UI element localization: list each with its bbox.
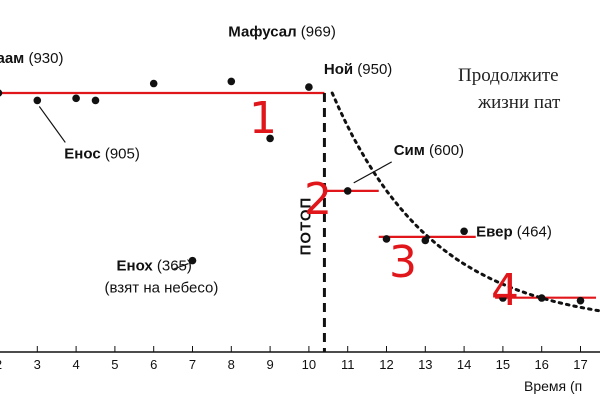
x-tick-label: 16 [534,357,548,372]
chart-title: Продолжите жизни пат [458,65,561,113]
data-point-5 [149,79,158,88]
data-label-7: Сим (600) [394,142,464,159]
data-point-3 [72,94,80,103]
x-tick-label: 3 [34,357,41,372]
data-point-16 [576,296,585,305]
data-point-15 [537,294,546,302]
data-label-3: Мафусал (969) [228,23,336,40]
data-label-name: Мафусал [228,23,296,40]
data-point-10 [343,187,352,195]
data-points [0,77,585,305]
data-labels: аам (930) Енос (905) Мафусал (969) Ной (950… [0,23,552,297]
chart-title-line-2: жизни пат [477,92,561,113]
data-point-1 [0,89,3,97]
chart-title-line-1: Продолжите [458,65,559,86]
x-tick-label: 8 [228,357,235,372]
data-label-name: Евер [476,223,513,240]
x-tick-label: 10 [302,357,316,372]
data-point-2 [33,96,42,105]
data-point-14 [499,294,507,302]
data-point-6 [188,256,197,265]
label-leaders [38,106,392,271]
section-number-1: 1 [249,93,277,144]
x-tick-label: 13 [418,357,432,372]
data-label-value: (905) [101,145,140,162]
data-label-name: Сим [394,142,425,159]
section-number-4: 4 [491,265,519,316]
data-label-value: (464) [513,223,552,240]
data-label-value: (969) [297,23,336,40]
data-label-name: Ной [324,61,353,78]
data-label-2: Енос (905) [64,145,140,162]
section-numbers: 12 3 4 [249,93,519,316]
x-tick-label: 2 [0,357,2,372]
data-label-8: Евер (464) [476,223,552,240]
data-point-9 [305,83,313,91]
data-label-name: Енох [117,258,154,275]
data-label-1: аам (930) [0,50,63,67]
x-tick-label: 5 [111,357,118,372]
x-axis-label: Время (п [524,378,582,394]
data-label-value: (600) [425,142,464,159]
data-label-6: (взят на небесо) [105,280,219,297]
x-tick-label: 15 [496,357,510,372]
data-point-7 [227,77,236,86]
x-tick-label: 4 [72,357,79,372]
flood-label: ПОТОП [297,197,314,256]
x-tick-label: 12 [379,357,393,372]
section-number-3: 3 [389,237,417,288]
x-tick-label: 7 [189,357,196,372]
data-point-13 [460,227,468,236]
data-label-value: (930) [24,50,63,67]
data-point-8 [266,134,274,143]
data-point-11 [382,235,391,243]
data-label-5: Енох (365) [117,258,192,275]
data-point-4 [91,96,100,105]
data-label-4: Ной (950) [324,61,392,78]
leader-line-7 [353,161,392,184]
data-label-value: (взят на небесо) [105,280,219,297]
leader-line-5 [172,263,189,271]
data-label-name: аам [0,50,24,67]
leader-line-2 [38,106,66,143]
data-label-value: (950) [353,61,392,78]
x-tick-label: 6 [150,357,157,372]
section-number-2: 2 [304,174,332,225]
x-tick-label: 17 [573,357,587,372]
x-tick-label: 9 [266,357,273,372]
trend-curve [330,91,600,313]
x-axis-ticks: 2345678910111213141516171819202 [0,346,588,372]
x-tick-label: 14 [457,357,471,372]
data-label-value: (365) [153,258,192,275]
data-label-name: Енос [64,145,100,162]
data-point-12 [421,236,430,245]
x-tick-label: 11 [341,357,355,372]
